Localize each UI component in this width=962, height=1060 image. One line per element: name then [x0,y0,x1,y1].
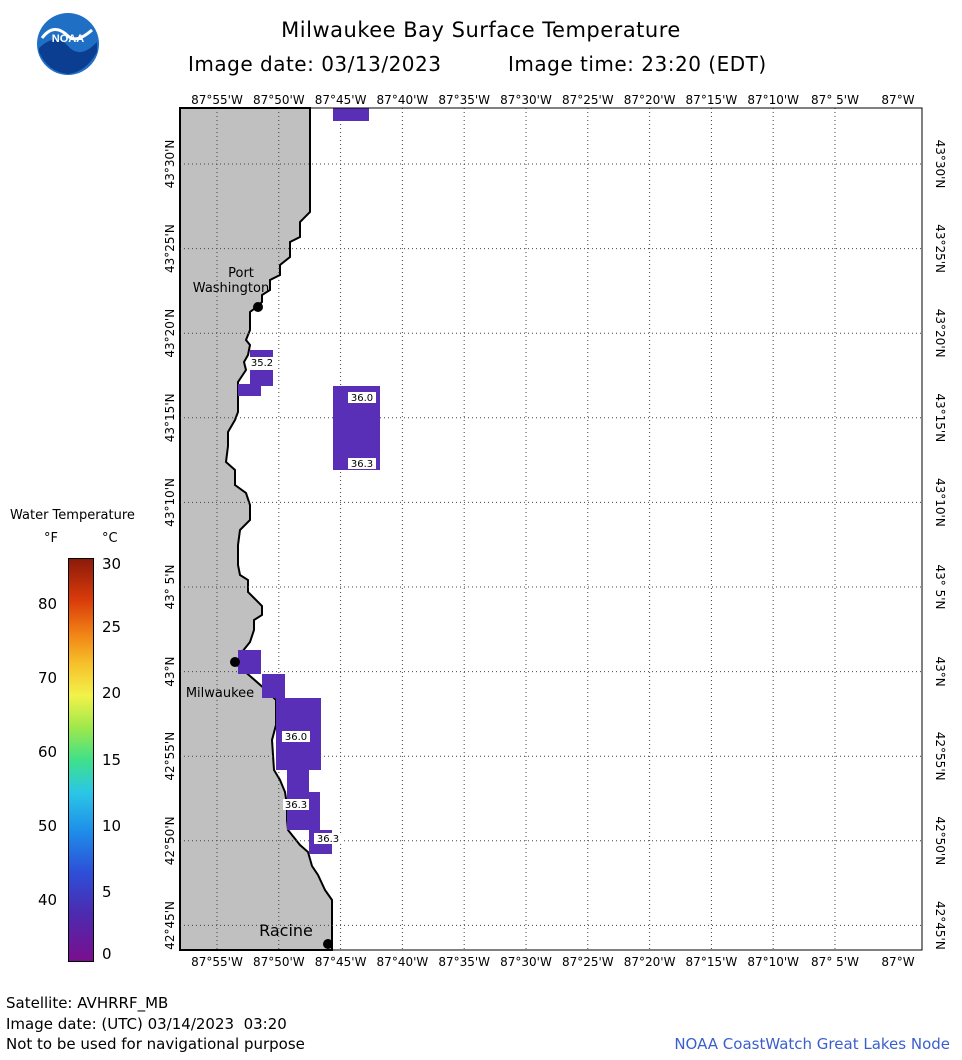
longitude-label: 87°15'W [686,93,738,107]
longitude-label: 87°25'W [562,93,614,107]
longitude-label: 87°30'W [500,955,552,969]
latitude-label: 42°45'N [163,901,177,950]
temperature-labels: 35.2 36.0 36.3 36.0 36.3 36.3 [250,357,376,845]
longitude-label: 87°50'W [253,955,305,969]
temp-pixel [287,792,320,830]
color-bar [68,558,94,962]
latitude-label: 43°15'N [933,393,947,442]
temp-pixel [333,108,369,121]
city-label: Racine [259,921,313,940]
page-title: Milwaukee Bay Surface Temperature [281,18,681,42]
latitude-label: 43°N [163,656,177,686]
latitude-label: 43°10'N [933,478,947,527]
latitude-label: 42°50'N [163,816,177,865]
legend-unit-f: °F [44,531,58,546]
latitude-label: 43° 5'N [933,565,947,610]
legend-unit-c: °C [102,531,118,546]
axis-labels: 87°55'W 87°55'W 87°50'W 87°50'W 87°45'W 87°45… [163,93,947,969]
longitude-label: 87°10'W [747,955,799,969]
cities: Port Washington Milwaukee Racine [186,266,333,949]
longitude-label: 87°45'W [315,93,367,107]
latitude-label: 42°45'N [933,901,947,950]
c-tick: 15 [102,751,122,769]
temp-label: 36.3 [351,459,373,470]
utc-date-label: Image date: (UTC) 03/14/2023 03:20 [6,1015,287,1033]
c-tick: 0 [102,945,112,963]
credit-label: NOAA CoastWatch Great Lakes Node [674,1035,950,1053]
temp-pixel [287,770,309,792]
longitude-label: 87°20'W [624,93,676,107]
longitude-label: 87°30'W [500,93,552,107]
temp-label: 36.0 [351,393,373,404]
longitude-label: 87°10'W [747,93,799,107]
city-marker [323,939,333,949]
latitude-label: 43°20'N [163,309,177,358]
c-tick: 25 [102,618,122,636]
longitude-label: 87°40'W [377,955,429,969]
latitude-label: 42°55'N [933,732,947,781]
f-tick: 40 [38,891,58,909]
latitude-label: 43°15'N [163,393,177,442]
longitude-label: 87°55'W [191,955,243,969]
longitude-label: 87° 5'W [811,955,859,969]
longitude-label: 87°50'W [253,93,305,107]
c-tick: 10 [102,817,122,835]
temp-label: 35.2 [251,358,273,369]
temp-pixel [262,674,285,698]
longitude-label: 87°25'W [562,955,614,969]
city-label: Washington [193,281,269,296]
longitude-label: 87°W [881,955,914,969]
image-date-label: Image date: 03/13/2023 [188,52,442,76]
disclaimer: Not to be used for navigational purpose [6,1035,305,1053]
city-label: Port [228,266,254,281]
temp-label: 36.0 [285,732,307,743]
logo-text: NOAA [52,33,84,45]
satellite-label: Satellite: AVHRRF_MB [6,994,169,1012]
f-tick: 60 [38,743,58,761]
temp-label: 36.3 [317,834,339,845]
image-time-label: Image time: 23:20 (EDT) [508,52,767,76]
temp-pixel [238,384,261,396]
longitude-label: 87°20'W [624,955,676,969]
latitude-label: 43°10'N [163,478,177,527]
city-label: Milwaukee [186,686,254,701]
city-marker [230,657,240,667]
longitude-label: 87°35'W [438,955,490,969]
c-tick: 20 [102,684,122,702]
latitude-label: 42°55'N [163,732,177,781]
latitude-label: 43°25'N [163,224,177,273]
latitude-label: 43°N [933,656,947,686]
f-tick: 70 [38,669,58,687]
noaa-logo: NOAA [37,13,99,75]
longitude-label: 87° 5'W [811,93,859,107]
c-tick: 5 [102,883,112,901]
f-tick: 80 [38,595,58,613]
c-tick: 30 [102,555,122,573]
temp-pixel [238,650,261,674]
longitude-label: 87°W [881,93,914,107]
graticule [180,108,922,950]
f-tick: 50 [38,817,58,835]
latitude-label: 42°50'N [933,816,947,865]
longitude-label: 87°45'W [315,955,367,969]
latitude-label: 43°30'N [163,140,177,189]
longitude-label: 87°40'W [377,93,429,107]
longitude-label: 87°15'W [686,955,738,969]
city-marker [253,302,263,312]
latitude-label: 43°25'N [933,224,947,273]
longitude-label: 87°35'W [438,93,490,107]
temp-pixel [250,370,273,386]
latitude-label: 43° 5'N [163,565,177,610]
latitude-label: 43°20'N [933,309,947,358]
latitude-label: 43°30'N [933,140,947,189]
temp-label: 36.3 [285,800,307,811]
legend-title: Water Temperature [10,508,135,523]
longitude-label: 87°55'W [191,93,243,107]
